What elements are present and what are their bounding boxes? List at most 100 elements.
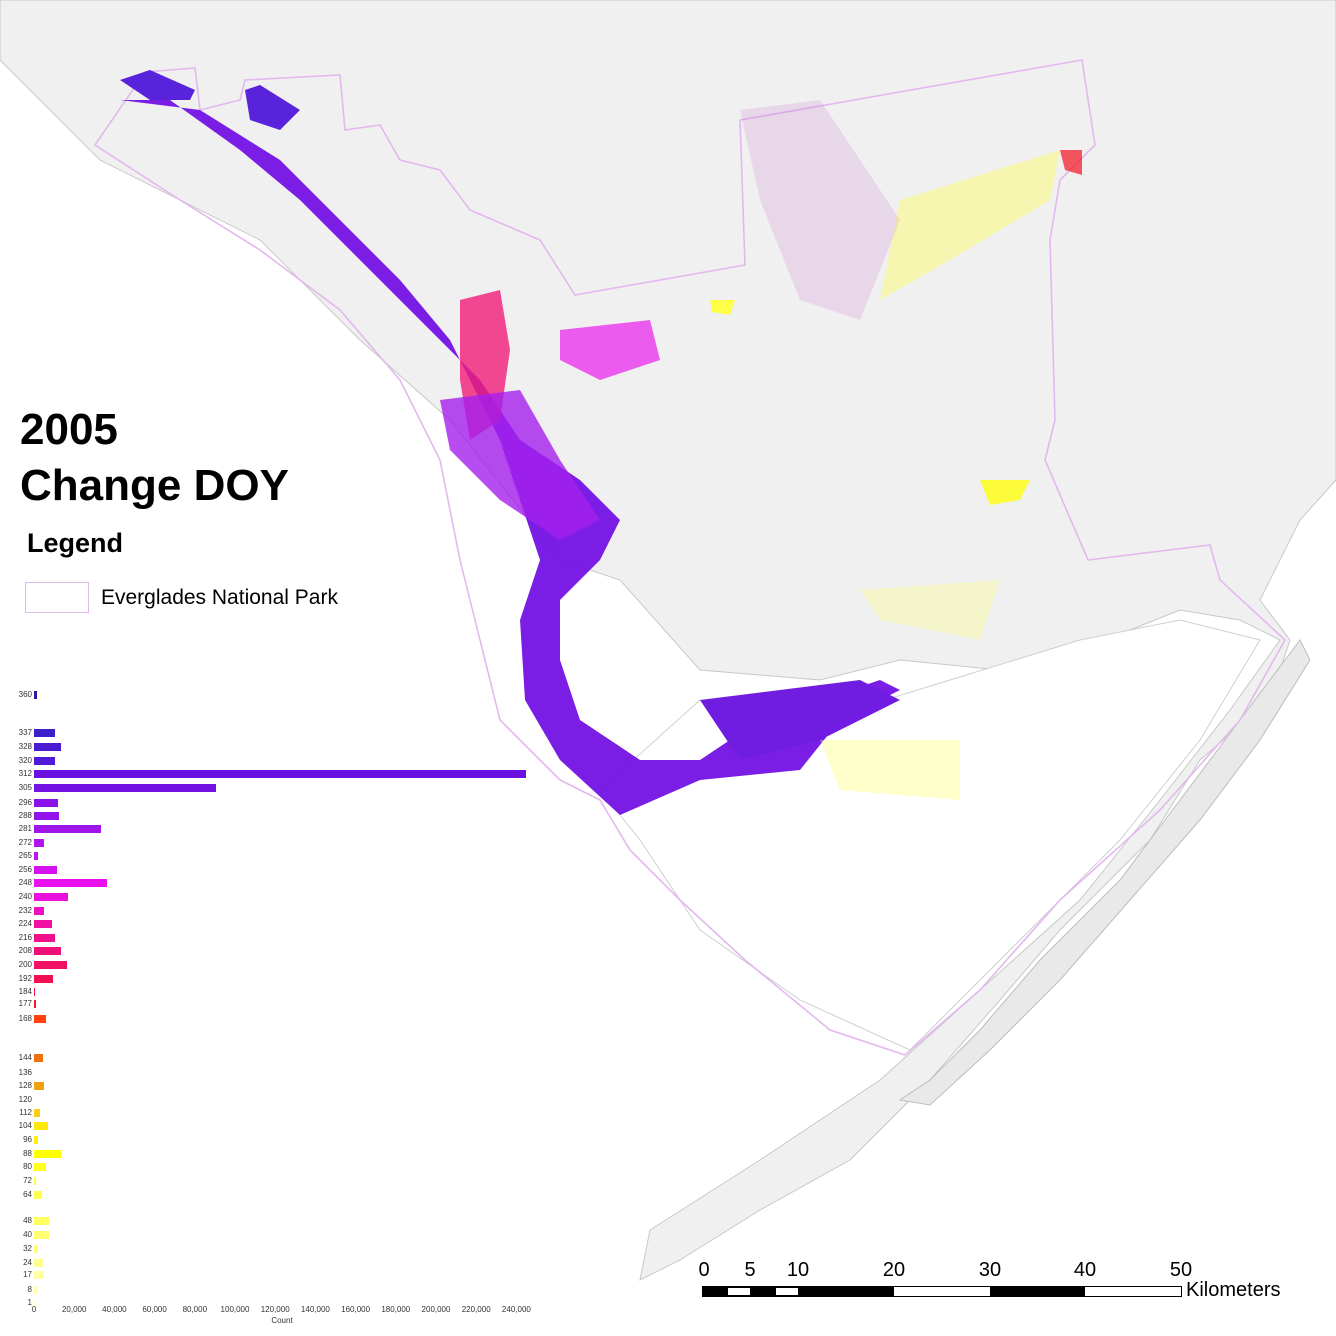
histogram-bar xyxy=(34,812,59,820)
axis-tick-label: 80,000 xyxy=(182,1305,208,1314)
park-boundary xyxy=(93,59,1287,1056)
legend-item-label: Everglades National Park xyxy=(101,586,338,609)
histogram-row-label: 104 xyxy=(18,1121,32,1130)
histogram-bar xyxy=(34,1231,49,1239)
histogram-bar xyxy=(34,920,52,928)
scale-bar-tick-label: 5 xyxy=(744,1259,756,1281)
change-pixels xyxy=(120,70,1082,815)
histogram-row-label: 168 xyxy=(18,1014,32,1023)
scale-bar-unit: Kilometers xyxy=(1186,1279,1281,1301)
histogram-row-label: 96 xyxy=(23,1135,32,1144)
histogram-bar xyxy=(34,947,61,955)
histogram-row-label: 305 xyxy=(18,783,32,792)
scale-bar-tick-label: 40 xyxy=(1073,1259,1097,1281)
histogram-bar xyxy=(34,1177,36,1185)
legend-heading: Legend xyxy=(27,528,124,558)
scale-bar-tick-label: 30 xyxy=(978,1259,1002,1281)
histogram-row-label: 192 xyxy=(18,974,32,983)
histogram-bar xyxy=(34,729,55,737)
axis-tick-label: 160,000 xyxy=(341,1305,371,1314)
histogram-bar xyxy=(34,1191,42,1199)
histogram-row-label: 224 xyxy=(18,919,32,928)
histogram-row-label: 128 xyxy=(18,1081,32,1090)
histogram-bar xyxy=(34,879,107,887)
histogram-row-label: 216 xyxy=(18,933,32,942)
histogram-bar xyxy=(34,988,35,996)
histogram-bar xyxy=(34,691,37,699)
histogram-row-label: 120 xyxy=(18,1095,32,1104)
axis-tick-label: 140,000 xyxy=(300,1305,330,1314)
axis-tick-label: 60,000 xyxy=(142,1305,167,1314)
histogram-bar xyxy=(34,934,55,942)
scale-bar-tick-label: 20 xyxy=(882,1259,906,1281)
histogram-row-label: 328 xyxy=(18,742,32,751)
histogram-row-label: 360 xyxy=(18,690,32,699)
axis-tick-label: 20,000 xyxy=(61,1305,87,1314)
histogram-row-label: 40 xyxy=(23,1230,32,1239)
histogram-row-label: 288 xyxy=(18,811,32,820)
histogram-row-label: 320 xyxy=(18,756,32,765)
histogram-bar xyxy=(34,784,216,792)
histogram-bar xyxy=(34,1150,61,1158)
histogram-bar xyxy=(34,907,44,915)
histogram-bar xyxy=(34,1286,37,1294)
histogram-row-label: 312 xyxy=(18,769,32,778)
histogram-row-label: 1 xyxy=(27,1298,32,1307)
histogram-bar xyxy=(34,757,55,765)
histogram-bar xyxy=(34,1109,40,1117)
histogram-row-label: 8 xyxy=(27,1285,32,1294)
histogram-row-label: 144 xyxy=(18,1053,32,1062)
axis-tick-label: 120,000 xyxy=(260,1305,290,1314)
histogram-row-label: 281 xyxy=(18,824,32,833)
histogram-row-label: 200 xyxy=(18,960,32,969)
axis-tick-label: 200,000 xyxy=(421,1305,451,1314)
histogram-bar xyxy=(34,1163,46,1171)
histogram-row-label: 248 xyxy=(18,878,32,887)
histogram-bar xyxy=(34,1271,44,1279)
histogram-bar xyxy=(34,866,57,874)
histogram-row-label: 48 xyxy=(23,1216,32,1225)
histogram-bar xyxy=(34,839,44,847)
histogram-row-label: 272 xyxy=(18,838,32,847)
axis-tick-label: 100,000 xyxy=(220,1305,250,1314)
histogram-row-label: 64 xyxy=(23,1190,32,1199)
histogram-row-label: 240 xyxy=(18,892,32,901)
axis-tick-label: 220,000 xyxy=(461,1305,491,1314)
histogram-bar xyxy=(34,1122,48,1130)
scale-bar-tick-label: 50 xyxy=(1169,1259,1193,1281)
histogram-bar xyxy=(34,852,38,860)
histogram-row-label: 184 xyxy=(18,987,32,996)
histogram-x-axis-title: Count xyxy=(271,1316,293,1325)
histogram-bar xyxy=(34,961,67,969)
histogram-row-label: 296 xyxy=(18,798,32,807)
histogram-row-label: 80 xyxy=(23,1162,32,1171)
histogram-row-label: 112 xyxy=(19,1108,32,1117)
map-title-subtitle: Change DOY xyxy=(20,461,289,510)
histogram-row-label: 88 xyxy=(23,1149,32,1158)
map-title-year: 2005 xyxy=(20,405,118,454)
histogram-row-label: 256 xyxy=(18,865,32,874)
florida-keys xyxy=(898,639,1311,1106)
histogram-row-label: 24 xyxy=(23,1258,32,1267)
histogram-bar xyxy=(34,1054,43,1062)
histogram-bar xyxy=(34,1245,38,1253)
histogram-row-label: 265 xyxy=(18,851,32,860)
histogram-row-label: 337 xyxy=(18,728,32,737)
histogram-row-label: 136 xyxy=(18,1068,32,1077)
histogram-bar xyxy=(34,1259,43,1267)
histogram-bar xyxy=(34,1082,44,1090)
histogram-bar xyxy=(34,893,68,901)
park-boundary-swatch xyxy=(25,582,89,613)
histogram-bar xyxy=(34,1299,35,1307)
scale-bar-tick-label: 10 xyxy=(786,1259,810,1281)
axis-tick-label: 0 xyxy=(31,1305,37,1314)
histogram-row-label: 208 xyxy=(18,946,32,955)
histogram-bar xyxy=(34,1015,46,1023)
histogram-row-label: 72 xyxy=(23,1176,32,1185)
histogram-row-label: 177 xyxy=(18,999,32,1008)
axis-tick-label: 180,000 xyxy=(381,1305,411,1314)
histogram-row-label: 17 xyxy=(23,1270,32,1279)
histogram-bar xyxy=(34,743,61,751)
histogram-bar xyxy=(34,1136,38,1144)
